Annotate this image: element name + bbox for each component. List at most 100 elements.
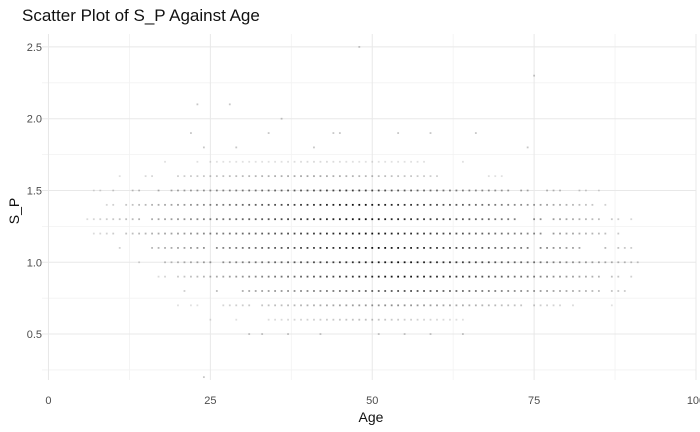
data-point [572, 232, 574, 235]
data-point [190, 232, 192, 235]
data-point [578, 189, 581, 192]
data-point [552, 232, 555, 235]
data-point [410, 261, 412, 264]
data-point [222, 218, 225, 221]
data-point [241, 175, 244, 178]
data-point [539, 261, 542, 264]
data-point [112, 189, 115, 192]
data-point [481, 218, 484, 221]
data-point [287, 304, 289, 307]
data-point [300, 247, 302, 249]
data-point [261, 247, 264, 249]
data-point [429, 290, 432, 292]
data-point [190, 189, 192, 192]
data-point [429, 189, 432, 192]
data-point [358, 290, 361, 292]
data-point [170, 189, 173, 192]
data-point [105, 203, 108, 206]
data-point [597, 232, 600, 235]
data-point [287, 232, 289, 235]
data-point [384, 318, 387, 321]
data-point [604, 261, 607, 264]
data-point [617, 290, 620, 292]
data-point [461, 304, 464, 307]
data-point [436, 175, 438, 178]
data-point [313, 218, 315, 221]
data-point [358, 232, 361, 235]
data-point [617, 218, 620, 221]
data-point [293, 318, 296, 321]
data-point [332, 261, 335, 264]
data-point [254, 232, 257, 235]
data-point [487, 275, 490, 278]
data-point [539, 247, 542, 249]
data-point [345, 290, 348, 292]
data-point [274, 175, 277, 178]
data-point [177, 175, 179, 178]
data-point [526, 232, 529, 235]
data-point [228, 247, 231, 249]
data-point [338, 290, 341, 292]
data-point [533, 261, 536, 264]
data-point [254, 261, 257, 264]
data-point [313, 290, 315, 292]
data-point [300, 304, 302, 307]
data-point [351, 304, 354, 307]
data-point [507, 261, 510, 264]
data-point [507, 218, 510, 221]
data-point [390, 203, 393, 206]
data-point [228, 103, 231, 106]
data-point [436, 203, 438, 206]
data-point [526, 275, 529, 278]
data-point [507, 189, 510, 192]
data-point [319, 247, 322, 249]
data-point [377, 175, 380, 178]
data-point [533, 275, 536, 278]
data-point [248, 203, 251, 206]
data-point [274, 247, 277, 249]
data-point [157, 247, 160, 249]
data-point [526, 146, 529, 149]
data-point [436, 304, 438, 307]
data-point [371, 232, 374, 235]
data-point [481, 247, 484, 249]
data-point [248, 290, 251, 292]
data-point [274, 232, 277, 235]
data-point [474, 304, 477, 307]
data-point [261, 160, 264, 163]
data-point [151, 232, 153, 235]
data-point [280, 304, 283, 307]
data-point [565, 290, 568, 292]
data-point [131, 232, 134, 235]
data-point [487, 232, 490, 235]
x-tick-label: 25 [204, 395, 216, 407]
data-point [209, 318, 212, 321]
data-point [261, 189, 264, 192]
data-point [617, 261, 620, 264]
data-point [170, 232, 173, 235]
data-point [416, 247, 419, 249]
data-point [371, 218, 374, 221]
data-point [507, 203, 510, 206]
data-point [423, 232, 425, 235]
data-point [416, 189, 419, 192]
data-point [436, 318, 438, 321]
data-point [332, 160, 335, 163]
data-point [449, 290, 451, 292]
data-point [630, 247, 633, 249]
data-point [410, 290, 412, 292]
data-point [306, 318, 309, 321]
data-point [267, 218, 270, 221]
data-point [520, 247, 523, 249]
data-point [371, 275, 374, 278]
data-point [183, 261, 186, 264]
data-point [481, 290, 484, 292]
data-point [423, 203, 425, 206]
data-point [319, 304, 322, 307]
data-point [520, 189, 523, 192]
data-point [215, 232, 218, 235]
data-point [377, 218, 380, 221]
data-point [559, 304, 561, 307]
data-point [416, 232, 419, 235]
